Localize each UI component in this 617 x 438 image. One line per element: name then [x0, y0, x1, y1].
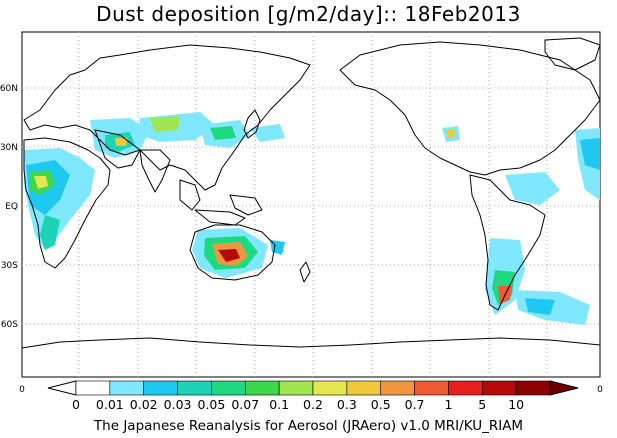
lat-label: 60S: [1, 320, 18, 330]
coastlines: [21, 37, 601, 349]
colorbar-swatch: [414, 380, 449, 396]
colorbar: 0 0.01 0.02 0.03 0.05 0.07 0.1 0.2 0.3 0.5 0.7 1 5 10: [47, 380, 579, 412]
colorbar-tick-label: 0.05: [198, 397, 226, 412]
colorbar-right-end: 0: [597, 385, 603, 395]
dust-shading: [24, 112, 600, 325]
lat-labels: 60N 30N EQ 30S 60S: [0, 84, 18, 330]
colorbar-swatch: [448, 380, 483, 396]
colorbar-swatch: [177, 380, 212, 396]
colorbar-tick-label: 5: [478, 397, 486, 412]
colorbar-tick-label: 0.07: [231, 397, 259, 412]
colorbar-swatch: [312, 380, 348, 396]
colorbar-left-arrow: [47, 380, 77, 396]
colorbar-swatch: [278, 380, 314, 396]
colorbar-tick-label: 0.2: [303, 397, 323, 412]
colorbar-swatch: [380, 380, 415, 396]
colorbar-swatch: [143, 380, 178, 396]
lat-label: 60N: [0, 84, 18, 94]
colorbar-right-arrow: [549, 380, 579, 396]
colorbar-tick-label: 0.1: [269, 397, 289, 412]
colorbar-tick-label: 0.01: [96, 397, 124, 412]
colorbar-tick-label: 0.3: [337, 397, 357, 412]
colorbar-tick-label: 0.03: [164, 397, 192, 412]
colorbar-tick-label: 10: [508, 397, 524, 412]
colorbar-swatch: [75, 380, 111, 396]
colorbar-swatch: [109, 380, 145, 396]
lat-label: 30S: [1, 261, 18, 271]
colorbar-swatch: [244, 380, 280, 396]
colorbar-swatch: [346, 380, 382, 396]
colorbar-tick-label: 0: [72, 397, 80, 412]
colorbar-tick-label: 0.5: [371, 397, 391, 412]
map-title: Dust deposition [g/m2/day]:: 18Feb2013: [96, 2, 521, 26]
colorbar-swatch: [515, 380, 551, 396]
colorbar-swatch: [211, 380, 246, 396]
colorbar-swatch: [481, 380, 517, 396]
colorbar-tick-label: 0.7: [405, 397, 425, 412]
lat-label: 30N: [0, 143, 18, 153]
map-frame: [21, 31, 601, 378]
lat-label: EQ: [5, 202, 18, 212]
colorbar-tick-label: 1: [444, 397, 452, 412]
colorbar-tick-label: 0.02: [130, 397, 158, 412]
footer-credit: The Japanese Reanalysis for Aerosol (JRA…: [93, 418, 524, 434]
colorbar-left-end: 0: [19, 385, 25, 395]
